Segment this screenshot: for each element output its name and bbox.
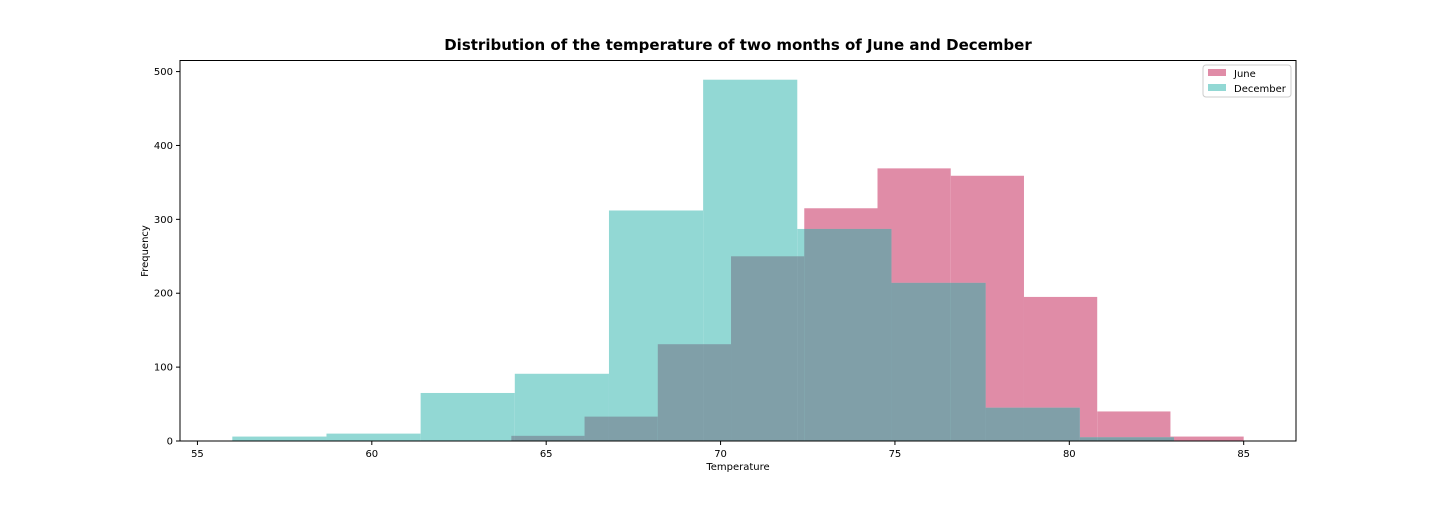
bar-december-1	[326, 433, 421, 441]
overlap-segment-16	[1023, 407, 1080, 441]
y-tick-label-400: 400	[154, 141, 173, 152]
overlap-segment-6	[608, 416, 658, 441]
overlap-segment-14	[950, 282, 986, 441]
y-tick-label-0: 0	[167, 437, 173, 448]
overlap-segment-12	[877, 228, 892, 441]
x-tick-label-65: 65	[540, 449, 553, 460]
bar-december-2	[420, 392, 515, 441]
overlap-segment-19	[1170, 437, 1174, 441]
legend-label-december: December	[1234, 84, 1287, 95]
legend-label-june: June	[1233, 69, 1256, 80]
y-axis-label: Frequency	[140, 225, 151, 277]
bar-june-9	[1170, 436, 1244, 441]
overlap-segment-11	[804, 228, 878, 441]
overlap-layer	[511, 228, 1174, 441]
y-tick-label-100: 100	[154, 363, 173, 374]
overlap-segment-9	[731, 256, 798, 441]
y-tick-label-500: 500	[154, 67, 173, 78]
x-tick-label-60: 60	[365, 449, 378, 460]
x-axis-label: Temperature	[705, 462, 769, 473]
plot-frame	[179, 60, 1297, 442]
overlap-segment-17	[1079, 437, 1098, 441]
bar-june-8	[1097, 411, 1171, 441]
bar-december-0	[232, 436, 327, 441]
overlap-segment-8	[703, 344, 732, 441]
x-tick-label-75: 75	[889, 449, 902, 460]
x-tick-label-55: 55	[191, 449, 204, 460]
x-tick-label-80: 80	[1063, 449, 1076, 460]
x-tick-label-70: 70	[714, 449, 727, 460]
legend-swatch-june	[1208, 69, 1226, 76]
legend: June December	[1202, 64, 1292, 98]
overlap-segment-18	[1097, 437, 1171, 441]
y-tick-label-200: 200	[154, 289, 173, 300]
x-axis-ticks: 55 60 65 70 75 80 85	[191, 441, 1250, 460]
overlap-segment-10	[797, 256, 805, 441]
y-axis-ticks: 0 100 200 300 400 500	[154, 67, 180, 448]
x-tick-label-85: 85	[1237, 449, 1250, 460]
y-tick-label-300: 300	[154, 215, 173, 226]
legend-swatch-december	[1208, 84, 1226, 91]
overlap-segment-4	[514, 435, 585, 441]
chart-title: Distribution of the temperature of two m…	[444, 36, 1032, 54]
overlap-segment-5	[584, 416, 609, 441]
overlap-segment-13	[891, 282, 951, 441]
overlap-segment-3	[511, 435, 515, 441]
overlap-segment-15	[985, 407, 1024, 441]
overlap-segment-7	[657, 344, 704, 441]
